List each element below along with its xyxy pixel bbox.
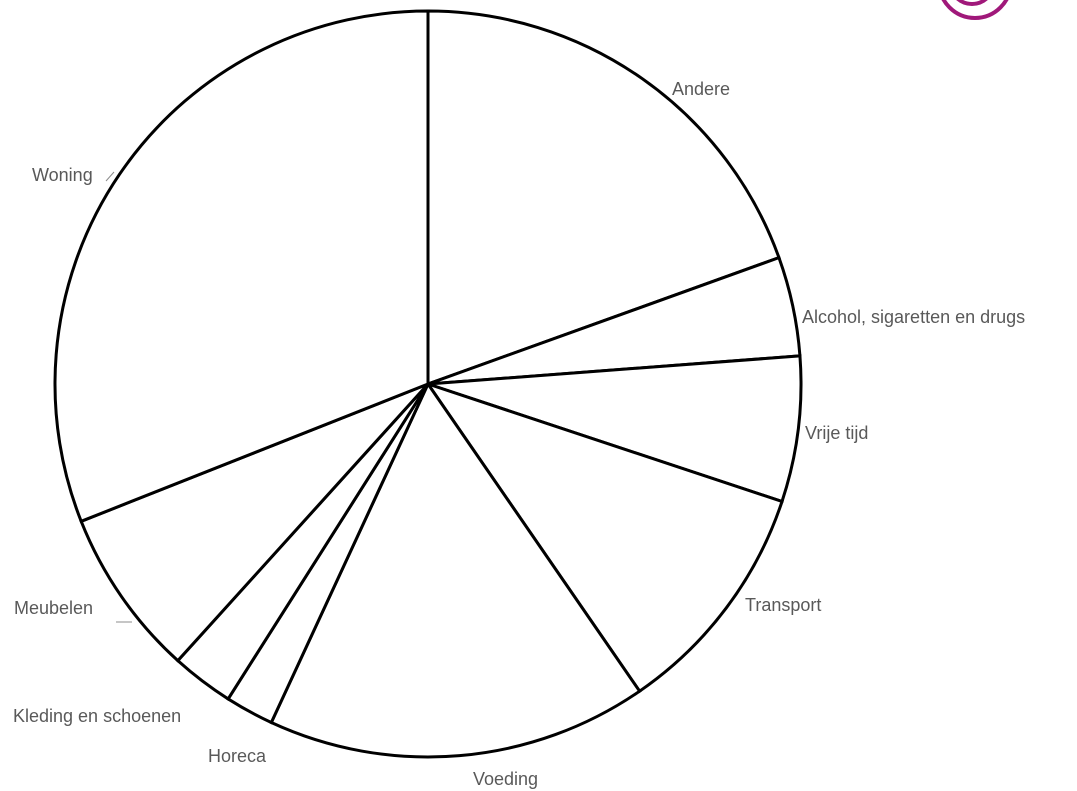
leader-line: [105, 171, 115, 182]
pie-slice-andere: [426, 9, 781, 387]
slice-label-kleding-en-schoenen: Kleding en schoenen: [13, 706, 181, 726]
pie-slice-transport: [424, 381, 784, 694]
pie-slice-voeding: [269, 380, 642, 759]
slice-label-meubelen: Meubelen: [14, 598, 93, 618]
logo-outer-ring: [941, 0, 1009, 20]
pie-slice-meubelen: [79, 382, 430, 663]
pie-slices: [53, 9, 803, 759]
slice-labels: Andere Alcohol, sigaretten en drugs Vrije …: [13, 79, 1025, 789]
slice-label-alcohol-sigaretten-en-drugs: Alcohol, sigaretten en drugs: [802, 307, 1025, 327]
slice-label-horeca: Horeca: [208, 746, 267, 766]
pie-slice-woning: [53, 9, 430, 524]
label-leader-lines: [105, 171, 132, 623]
slice-label-voeding: Voeding: [473, 769, 538, 789]
brand-logo-fragment: [941, 0, 1009, 20]
slice-label-transport: Transport: [745, 595, 821, 615]
slice-label-andere: Andere: [672, 79, 730, 99]
slice-label-woning: Woning: [32, 165, 93, 185]
logo-inner-ring: [956, 0, 988, 6]
slice-label-vrije-tijd: Vrije tijd: [805, 423, 868, 443]
pie-slice-vrije-tijd: [427, 354, 803, 504]
